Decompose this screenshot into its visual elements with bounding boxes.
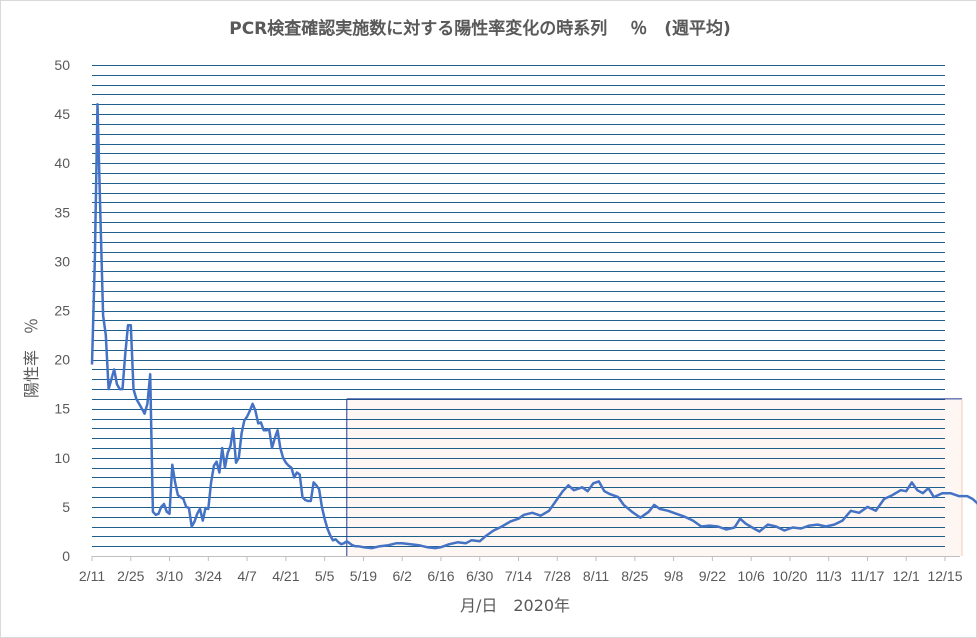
x-tick-label: 11/3 [816, 568, 842, 584]
y-tick-label: 10 [54, 450, 70, 466]
y-tick-label: 20 [54, 352, 70, 368]
x-tick-label: 6/30 [466, 568, 493, 584]
y-tick-label: 30 [54, 253, 70, 269]
x-tick-label: 7/14 [505, 568, 532, 584]
y-axis-label: 陽性率 ％ [22, 318, 41, 398]
chart-title: PCR検査確認実施数に対する陽性率変化の時系列 ％ (週平均) [229, 18, 730, 39]
y-tick-label: 35 [54, 204, 70, 220]
y-tick-label: 45 [54, 106, 70, 122]
x-tick-label: 5/5 [315, 568, 335, 584]
x-tick-label: 8/11 [583, 568, 609, 584]
y-tick-label: 50 [54, 57, 70, 73]
x-tick-label: 7/28 [544, 568, 571, 584]
x-tick-label: 11/17 [850, 568, 884, 584]
x-tick-label: 8/25 [621, 568, 648, 584]
grid-layer [92, 65, 963, 556]
y-tick-label: 15 [54, 401, 70, 417]
x-tick-label: 3/24 [195, 568, 222, 584]
x-tick-label: 9/8 [664, 568, 684, 584]
x-tick-label: 2/11 [79, 568, 105, 584]
x-tick-label: 4/21 [272, 568, 299, 584]
y-tick-label: 5 [62, 499, 70, 515]
y-tick-label: 25 [54, 303, 70, 319]
x-tick-label: 5/19 [350, 568, 377, 584]
x-tick-label: 4/7 [237, 568, 257, 584]
x-tick-label: 9/22 [699, 568, 726, 584]
x-tick-label: 3/10 [156, 568, 183, 584]
series-layer [90, 103, 977, 550]
x-tick-label: 10/20 [772, 568, 807, 584]
x-tick-label: 12/1 [893, 568, 920, 584]
y-tick-label: 0 [62, 548, 70, 564]
x-tick-label: 12/15 [927, 568, 962, 584]
series-line [90, 103, 977, 550]
x-tick-labels: 2/11 2/25 3/10 3/24 4/7 4/21 5/5 5/19 6/2 6/16 6/3… [79, 556, 963, 584]
y-tick-labels: 0 5 10 15 20 25 30 35 40 45 50 [54, 57, 70, 564]
x-tick-label: 10/6 [738, 568, 765, 584]
y-tick-label: 40 [54, 155, 70, 171]
x-tick-label: 6/2 [392, 568, 412, 584]
x-axis-label: 月/日 2020年 [460, 596, 570, 615]
x-tick-label: 6/16 [427, 568, 454, 584]
x-tick-label: 2/25 [117, 568, 144, 584]
